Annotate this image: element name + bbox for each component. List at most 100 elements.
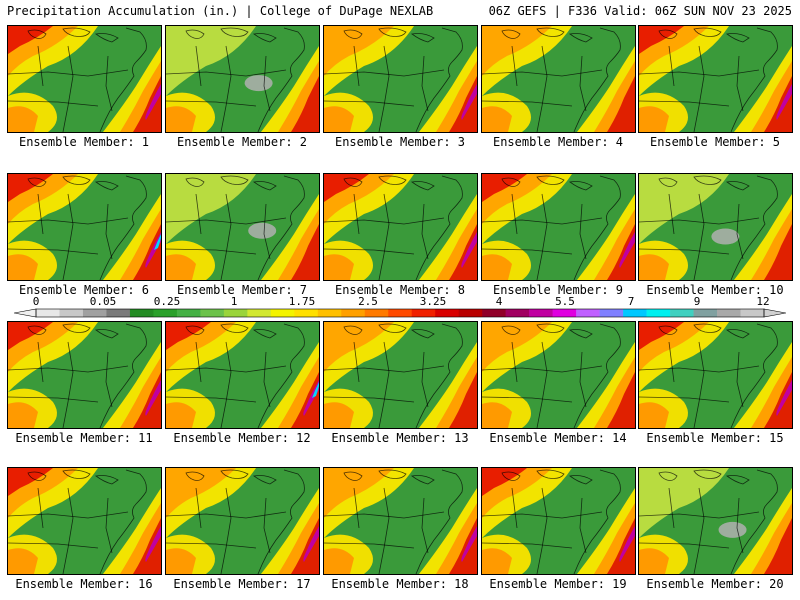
colorbar-tick-label: 4 — [495, 295, 503, 308]
precip-map — [482, 26, 635, 132]
ensemble-panel — [165, 321, 320, 429]
ensemble-member-label: Ensemble Member: 6 — [18, 283, 150, 297]
colorbar-swatch — [36, 309, 60, 317]
precip-map — [639, 322, 792, 428]
ensemble-panel — [323, 173, 478, 281]
colorbar-swatch — [458, 309, 483, 317]
precip-map — [166, 174, 319, 280]
ensemble-member-label: Ensemble Member: 11 — [15, 431, 153, 445]
ensemble-panel — [7, 25, 162, 133]
colorbar-swatch — [106, 309, 131, 317]
ensemble-member-label: Ensemble Member: 9 — [492, 283, 624, 297]
colorbar-swatch — [646, 309, 671, 317]
colorbar-swatch — [670, 309, 694, 317]
colorbar-arrow-right — [763, 308, 786, 318]
ensemble-member-label: Ensemble Member: 10 — [646, 283, 784, 297]
ensemble-panel — [7, 321, 162, 429]
colorbar-tick-label: 1.75 — [288, 295, 316, 308]
colorbar-swatch — [223, 309, 248, 317]
precip-map — [166, 468, 319, 574]
colorbar-swatch — [623, 309, 647, 317]
ensemble-member-label: Ensemble Member: 14 — [489, 431, 627, 445]
colorbar-swatch — [200, 309, 225, 317]
precip-map — [166, 26, 319, 132]
ensemble-panel — [7, 173, 162, 281]
colorbar-arrow-left — [14, 308, 37, 318]
ensemble-panel — [638, 467, 793, 575]
colorbar-swatch — [317, 309, 342, 317]
ensemble-member-label: Ensemble Member: 16 — [15, 577, 153, 591]
ensemble-panel — [165, 173, 320, 281]
colorbar-tick-label: 3.25 — [419, 295, 447, 308]
precip-map — [482, 468, 635, 574]
ensemble-panel — [638, 173, 793, 281]
ensemble-member-label: Ensemble Member: 7 — [176, 283, 308, 297]
colorbar-swatch — [717, 309, 741, 317]
colorbar-tick-label: 7 — [627, 295, 635, 308]
ensemble-member-label: Ensemble Member: 1 — [18, 135, 150, 149]
colorbar-swatch — [341, 309, 366, 317]
ensemble-panel — [323, 467, 478, 575]
colorbar-tick-label: 0.25 — [153, 295, 181, 308]
colorbar-swatch — [270, 309, 295, 317]
colorbar-tick-label: 9 — [693, 295, 701, 308]
colorbar-swatch — [411, 309, 436, 317]
precip-map — [8, 174, 161, 280]
colorbar-tick-label: 5.5 — [555, 295, 575, 308]
colorbar-swatch — [552, 309, 577, 317]
colorbar-swatch — [693, 309, 718, 317]
ensemble-panel — [638, 321, 793, 429]
ensemble-member-label: Ensemble Member: 3 — [334, 135, 466, 149]
ensemble-panel — [638, 25, 793, 133]
precip-map — [639, 468, 792, 574]
colorbar-tick-label: 0.05 — [89, 295, 117, 308]
ensemble-panel — [481, 25, 636, 133]
precip-map — [324, 174, 477, 280]
precip-map — [639, 26, 792, 132]
colorbar-swatch — [129, 309, 154, 317]
precip-map — [639, 174, 792, 280]
precip-map — [324, 26, 477, 132]
colorbar-tick-label: 12 — [756, 295, 770, 308]
run-valid-time: 06Z GEFS | F336 Valid: 06Z SUN NOV 23 20… — [488, 4, 792, 18]
colorbar-swatch — [82, 309, 107, 317]
precip-map — [482, 174, 635, 280]
colorbar-swatch — [59, 309, 84, 317]
colorbar-swatch — [247, 309, 272, 317]
precip-map — [166, 322, 319, 428]
precip-map — [8, 26, 161, 132]
ensemble-member-label: Ensemble Member: 5 — [649, 135, 781, 149]
ensemble-member-label: Ensemble Member: 20 — [646, 577, 784, 591]
precip-map — [8, 468, 161, 574]
precip-map — [324, 468, 477, 574]
colorbar-swatch — [529, 309, 553, 317]
colorbar-tick-label: 2.5 — [358, 295, 378, 308]
ensemble-member-label: Ensemble Member: 19 — [489, 577, 627, 591]
colorbar-swatch — [599, 309, 624, 317]
precip-map — [8, 322, 161, 428]
ensemble-member-label: Ensemble Member: 4 — [492, 135, 624, 149]
ensemble-member-label: Ensemble Member: 15 — [646, 431, 784, 445]
ensemble-panel — [481, 467, 636, 575]
precip-map — [482, 322, 635, 428]
colorbar-swatch — [176, 309, 201, 317]
ensemble-panel — [7, 467, 162, 575]
ensemble-panel — [165, 25, 320, 133]
colorbar-swatch — [576, 309, 600, 317]
ensemble-member-label: Ensemble Member: 18 — [331, 577, 469, 591]
ensemble-member-label: Ensemble Member: 8 — [334, 283, 466, 297]
ensemble-panel — [323, 321, 478, 429]
colorbar-swatch — [388, 309, 413, 317]
colorbar-swatch — [505, 309, 530, 317]
colorbar-tick-label: 1 — [230, 295, 238, 308]
ensemble-member-label: Ensemble Member: 13 — [331, 431, 469, 445]
colorbar-tick-label: 0 — [32, 295, 40, 308]
colorbar-swatch — [435, 309, 460, 317]
ensemble-member-label: Ensemble Member: 12 — [173, 431, 311, 445]
colorbar-swatch — [482, 309, 506, 317]
colorbar-swatch — [294, 309, 319, 317]
colorbar-swatch — [364, 309, 389, 317]
ensemble-member-label: Ensemble Member: 2 — [176, 135, 308, 149]
colorbar-swatch — [153, 309, 178, 317]
map-title: Precipitation Accumulation (in.) | Colle… — [7, 4, 434, 18]
